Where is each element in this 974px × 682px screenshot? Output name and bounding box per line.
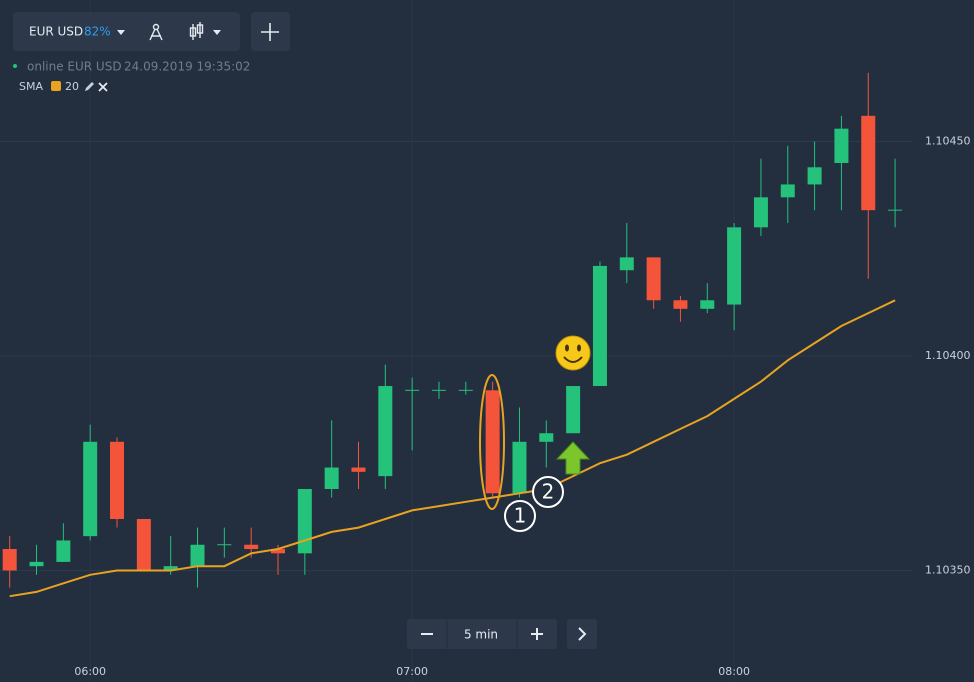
up-arrow — [555, 441, 591, 475]
dropdown-icon[interactable] — [213, 30, 221, 35]
candle-body — [673, 300, 688, 309]
x-tick-label: 06:00 — [74, 665, 106, 678]
plus-icon — [261, 23, 279, 41]
highlight-oval — [479, 374, 505, 510]
candle-body — [351, 467, 366, 472]
candle-body — [217, 544, 232, 546]
candle-body — [539, 433, 554, 442]
y-tick-label: 1.10350 — [925, 563, 971, 576]
marker-circle — [532, 476, 564, 508]
candle-body — [163, 566, 178, 571]
indicator-period: 20 — [65, 80, 79, 93]
dropdown-icon[interactable] — [117, 30, 125, 35]
candle-body — [431, 389, 446, 391]
payout: 82% — [84, 25, 111, 39]
candle-body — [2, 549, 17, 571]
candle-body — [83, 441, 98, 537]
marker-circle — [504, 500, 536, 532]
indicator-name: SMA — [19, 80, 43, 93]
timeframe-label[interactable]: 5 min — [464, 628, 498, 642]
candle-body — [566, 386, 581, 434]
drawing-tools-icon[interactable] — [149, 23, 163, 41]
grid — [0, 141, 912, 571]
candle-body — [753, 197, 768, 228]
candle-body — [190, 544, 205, 567]
plot — [2, 72, 903, 598]
candle-body — [512, 441, 527, 494]
indicator-line — [9, 299, 896, 598]
timeframe-control — [407, 619, 557, 649]
candle-body — [485, 390, 500, 494]
candle-body — [700, 300, 715, 309]
x-tick-label: 08:00 — [718, 665, 750, 678]
candle-body — [861, 115, 876, 211]
scroll-button[interactable] — [567, 619, 597, 649]
candle-body — [888, 209, 903, 211]
status-time: 24.09.2019 19:35:02 — [124, 60, 250, 74]
x-tick-label: 07:00 — [396, 665, 428, 678]
candle-body — [405, 389, 420, 391]
smiley — [555, 335, 591, 371]
candle-body — [619, 257, 634, 271]
candle-body — [271, 549, 285, 554]
marker-label: 2 — [542, 480, 555, 504]
candle-body — [780, 184, 795, 198]
candle-body — [244, 544, 259, 550]
candle-body — [297, 488, 312, 554]
candle-body — [646, 257, 661, 301]
candle-body — [56, 540, 71, 562]
candle-body — [378, 386, 393, 477]
candle-body — [458, 389, 473, 391]
online-dot — [13, 64, 17, 68]
candle-body — [807, 167, 822, 185]
y-tick-label: 1.10450 — [925, 135, 971, 148]
candle-body — [592, 265, 607, 387]
candle-body — [834, 128, 849, 163]
candle-body — [110, 441, 125, 520]
toolbar — [13, 12, 240, 51]
asset-pair[interactable]: EUR USD — [29, 25, 83, 39]
edit-icon[interactable] — [85, 82, 94, 91]
chart-type-icon[interactable] — [189, 22, 204, 40]
chevron-icon — [578, 627, 587, 641]
marker-label: 1 — [514, 504, 527, 528]
candle-body — [324, 467, 339, 489]
status-text: online EUR USD — [27, 60, 122, 74]
zoom-in-button[interactable] — [531, 628, 543, 640]
candle-body — [727, 227, 742, 305]
candle-body — [136, 519, 151, 571]
close-icon[interactable] — [98, 82, 108, 92]
y-tick-label: 1.10400 — [925, 349, 971, 362]
indicator-swatch — [51, 81, 61, 91]
candle-body — [29, 561, 44, 567]
